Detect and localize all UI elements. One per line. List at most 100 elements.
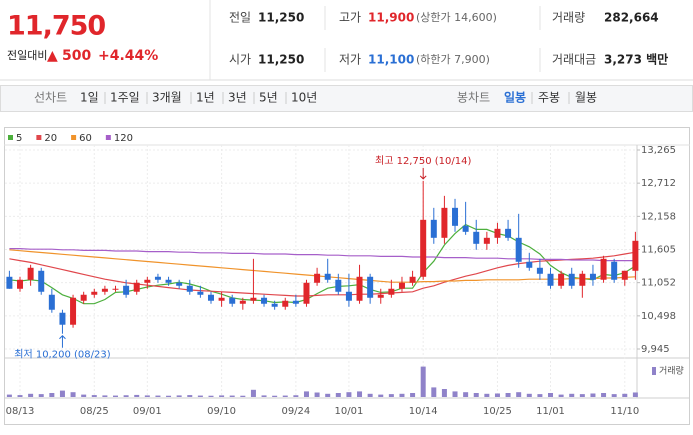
x-tick-label: 10/25 <box>483 406 512 417</box>
volume-bar <box>261 395 267 397</box>
candle-body <box>494 228 501 238</box>
low-annotation: 최저 10,200 (08/23) <box>14 349 110 361</box>
volume-bar <box>420 366 426 397</box>
candle-body <box>621 270 628 280</box>
candle-body <box>314 273 321 283</box>
candle-body <box>589 273 596 280</box>
volume-bar <box>123 395 129 397</box>
chart: 13,265 12,712 12,158 11,605 11,052 10,498 9,94… <box>5 133 684 417</box>
candle-body <box>473 231 480 244</box>
x-tick-label: 11/01 <box>536 406 565 417</box>
volume-bar <box>272 395 278 397</box>
volume-bar <box>176 395 182 397</box>
up-icon: ▲ <box>47 48 58 64</box>
candle-body <box>292 300 299 304</box>
candle-body <box>398 282 405 289</box>
candle-body <box>324 273 331 280</box>
period-button[interactable]: 10년 <box>291 91 317 105</box>
volume-bar <box>484 393 490 397</box>
candle-body <box>101 288 108 292</box>
volume-bar <box>293 395 299 397</box>
y-tick-label: 11,052 <box>641 278 676 289</box>
candle-body <box>17 279 24 289</box>
candle-period-button[interactable]: 주봉 <box>538 91 560 105</box>
volume-bar <box>473 393 479 397</box>
volume-bar <box>166 395 172 397</box>
volume-bar <box>325 393 331 397</box>
change-rate: +4.44% <box>98 48 158 64</box>
chart-frame <box>4 127 690 425</box>
volume-bar <box>452 391 458 397</box>
candle-body <box>388 288 395 295</box>
volume-bar <box>537 394 543 397</box>
stat-label: 거래대금 <box>552 53 596 67</box>
x-tick-label: 08/25 <box>80 406 109 417</box>
current-price: 11,750 <box>7 11 105 42</box>
candle-body <box>356 276 363 301</box>
period-button[interactable]: 1년 <box>196 91 215 105</box>
stat-value: 282,664 <box>604 11 659 25</box>
period-button[interactable]: 3년 <box>228 91 247 105</box>
legend-label: 120 <box>114 133 133 144</box>
x-tick-label: 10/14 <box>409 406 438 417</box>
y-tick-label: 12,712 <box>641 178 676 189</box>
legend-swatch <box>8 135 13 140</box>
candle-body <box>239 300 246 304</box>
volume-bar <box>250 389 256 397</box>
candle-body <box>229 297 236 304</box>
stat-value: 11,250 <box>258 53 304 67</box>
candle-body <box>377 294 384 298</box>
volume-bar <box>431 387 437 397</box>
volume-bar <box>81 394 87 397</box>
candle-body <box>526 261 533 268</box>
volume-bar <box>240 395 246 397</box>
candle-body <box>123 285 130 295</box>
candle-period-button[interactable]: 일봉 <box>504 91 526 105</box>
stat-label: 고가 <box>339 11 361 25</box>
volume-bar <box>601 393 607 397</box>
header-bg <box>0 0 693 80</box>
volume-bar <box>378 394 384 397</box>
volume-bar <box>91 395 97 397</box>
high-annotation: 최고 12,750 (10/14) <box>375 155 471 167</box>
candle-body <box>335 279 342 292</box>
volume-bar <box>569 393 575 397</box>
volume-bar <box>463 392 469 397</box>
candle-body <box>452 207 459 226</box>
volume-bar <box>314 392 320 397</box>
candle-body <box>515 237 522 262</box>
volume-bar <box>229 395 235 397</box>
volume-bar <box>516 392 522 397</box>
high-arrow <box>419 167 427 180</box>
candle-body <box>48 294 55 310</box>
period-button[interactable]: 1일 <box>80 91 99 105</box>
period-button[interactable]: 5년 <box>259 91 278 105</box>
stat-value: 3,273 백만 <box>604 52 668 67</box>
volume-bar <box>38 394 44 397</box>
volume-bar <box>558 394 564 397</box>
stat-note: (상한가 14,600) <box>416 11 497 24</box>
legend-swatch <box>105 135 111 140</box>
period-button[interactable]: 1주일 <box>110 91 140 105</box>
candle-body <box>250 297 257 301</box>
moving-average-line <box>9 248 636 262</box>
y-tick-label: 9,945 <box>641 344 670 355</box>
x-tick-label: 08/13 <box>6 406 35 417</box>
volume-bar <box>357 391 363 397</box>
volume-bar <box>579 394 585 397</box>
candle-body <box>154 276 161 280</box>
volume-bar <box>113 395 118 397</box>
candle-body <box>261 297 268 304</box>
candle-period-button[interactable]: 월봉 <box>575 91 597 105</box>
candle-body <box>271 303 278 307</box>
period-button[interactable]: 3개월 <box>152 91 182 105</box>
volume-bar <box>590 393 596 397</box>
volume-bar <box>441 389 447 397</box>
volume-bar <box>505 393 511 397</box>
candle-body <box>568 273 575 286</box>
candle-body <box>6 276 13 289</box>
candle-body <box>282 300 289 307</box>
x-tick-label: 09/24 <box>281 406 310 417</box>
candle-body <box>483 237 490 244</box>
volume-bar <box>410 393 416 397</box>
